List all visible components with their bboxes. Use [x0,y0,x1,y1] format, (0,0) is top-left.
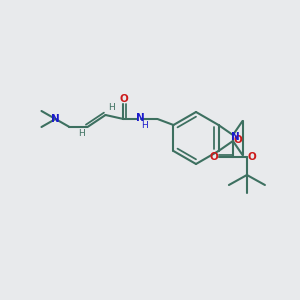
Text: N: N [230,132,239,142]
Text: H: H [108,103,115,112]
Text: O: O [233,135,242,145]
Text: H: H [141,121,148,130]
Text: N: N [51,114,60,124]
Text: H: H [78,130,85,139]
Text: O: O [119,94,128,104]
Text: O: O [248,152,256,162]
Text: N: N [136,113,145,123]
Text: O: O [209,152,218,162]
